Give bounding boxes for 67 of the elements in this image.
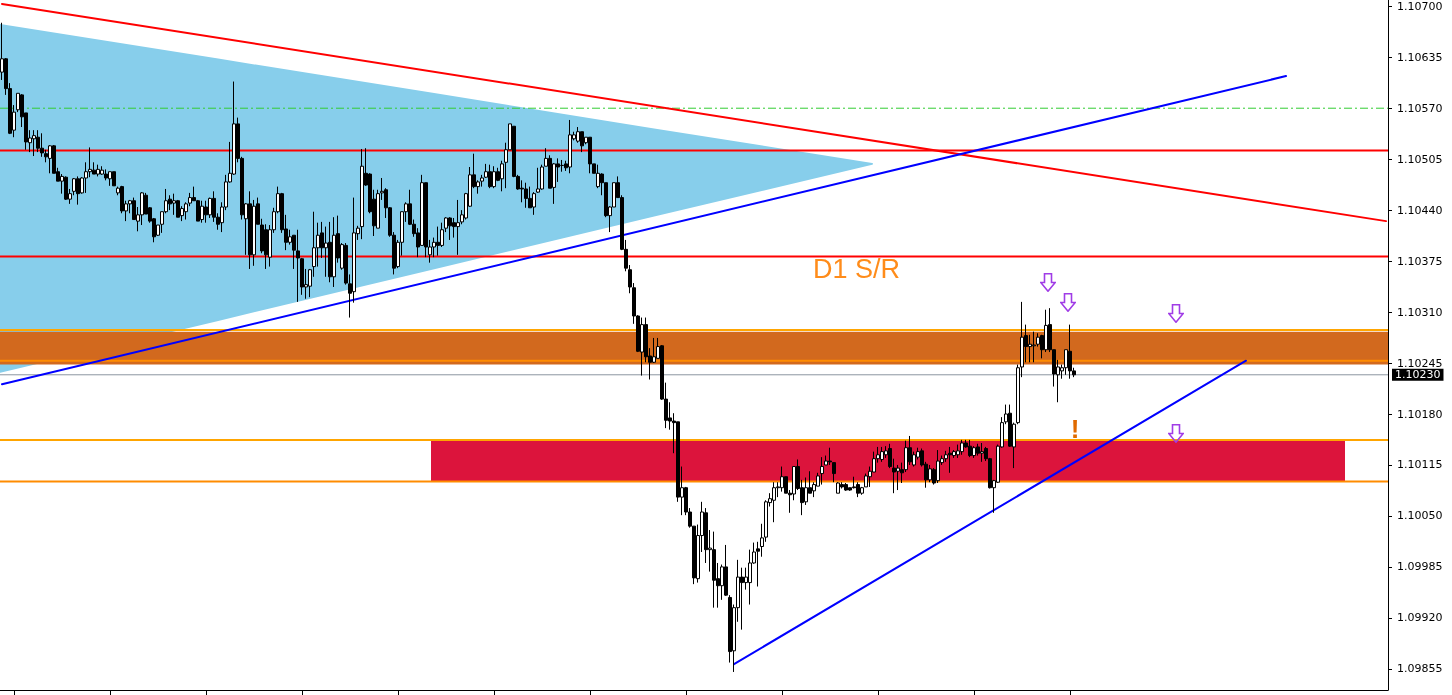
candlestick: [436, 226, 440, 257]
candlestick: [64, 175, 68, 201]
candlestick: [820, 456, 824, 486]
candlestick: [536, 167, 540, 194]
candlestick: [828, 447, 832, 466]
candlestick: [780, 466, 784, 493]
candlestick: [832, 462, 836, 483]
y-tick-label: 1.10375: [1397, 254, 1443, 268]
candlestick: [204, 200, 208, 224]
candlestick: [488, 164, 492, 189]
candlestick: [772, 481, 776, 523]
candlestick: [328, 221, 332, 283]
candlestick: [588, 136, 592, 174]
candlestick: [76, 175, 80, 206]
candlestick: [880, 446, 884, 463]
candlestick: [492, 165, 496, 189]
y-tick-label: 1.10310: [1397, 305, 1443, 319]
candlestick: [580, 131, 584, 153]
candlestick: [248, 190, 252, 270]
candlestick: [844, 482, 848, 492]
candlestick: [108, 171, 112, 187]
ref-line-label: 1.10230: [1395, 368, 1441, 382]
candlestick: [332, 216, 336, 288]
y-tick-label: 1.09985: [1397, 560, 1443, 574]
candlestick: [172, 193, 176, 216]
candlestick: [40, 132, 44, 158]
candlestick: [568, 119, 572, 174]
candlestick: [200, 200, 204, 224]
candlestick: [96, 164, 100, 177]
candlestick: [936, 449, 940, 484]
candlestick: [324, 226, 328, 278]
candlestick: [956, 444, 960, 459]
y-tick-label: 1.09920: [1397, 611, 1443, 625]
candlestick: [360, 148, 364, 240]
y-tick-label: 1.10570: [1397, 101, 1443, 115]
y-tick-label: 1.10180: [1397, 407, 1443, 421]
annotation: D1 S/R: [812, 254, 900, 285]
candlestick: [960, 439, 964, 456]
candlestick: [968, 439, 972, 458]
candlestick: [836, 481, 840, 494]
y-tick-label: 1.10440: [1397, 203, 1443, 217]
y-tick-label: 1.10700: [1397, 0, 1443, 13]
y-tick-label: 1.10245: [1397, 356, 1443, 370]
annotation: !: [1070, 414, 1080, 445]
candlestick: [36, 129, 40, 153]
candlestick: [296, 229, 300, 303]
candlestick: [1032, 331, 1036, 363]
candlestick: [456, 199, 460, 256]
candlestick: [32, 129, 36, 157]
candlestick: [524, 182, 528, 209]
candlestick: [980, 442, 984, 463]
candlestick: [712, 531, 716, 609]
candlestick: [948, 446, 952, 474]
y-tick-label: 1.09855: [1397, 662, 1443, 676]
candlestick: [264, 223, 268, 270]
candlestick: [100, 165, 104, 176]
candlestick: [48, 144, 52, 174]
y-tick-label: 1.10115: [1397, 458, 1443, 472]
y-tick-label: 1.10505: [1397, 152, 1443, 166]
candlestick: [112, 171, 116, 187]
candlestick: [448, 216, 452, 241]
candlestick: [856, 481, 860, 498]
candlestick: [532, 191, 536, 216]
y-tick-label: 1.10050: [1397, 509, 1443, 523]
y-tick-label: 1.10635: [1397, 50, 1443, 64]
candlestick: [640, 317, 644, 377]
candlestick: [1068, 324, 1072, 380]
